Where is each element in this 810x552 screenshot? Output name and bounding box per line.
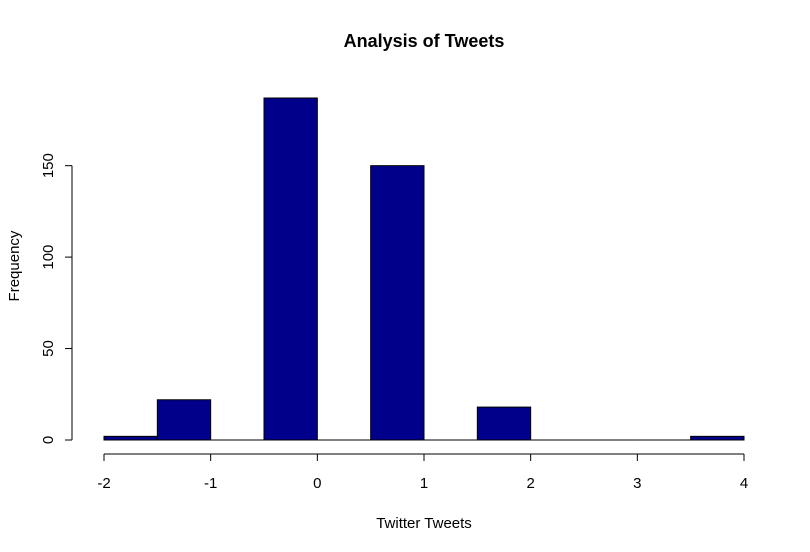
x-axis-label: Twitter Tweets: [376, 515, 472, 532]
x-tick-label: -2: [97, 475, 110, 492]
histogram-bar: [264, 98, 317, 440]
chart-title: Analysis of Tweets: [344, 31, 505, 51]
y-tick-label: 100: [40, 245, 57, 270]
histogram-bar: [371, 166, 424, 440]
x-tick-label: 1: [420, 475, 428, 492]
y-tick-label: 0: [40, 436, 57, 444]
bars-group: [104, 98, 744, 440]
x-tick-label: 4: [740, 475, 748, 492]
histogram-bar: [157, 400, 210, 440]
y-tick-label: 50: [40, 340, 57, 357]
x-tick-label: 3: [633, 475, 641, 492]
histogram-bar: [104, 436, 157, 440]
x-tick-label: -1: [204, 475, 217, 492]
x-tick-label: 0: [313, 475, 321, 492]
histogram-bar: [477, 407, 530, 440]
y-tick-label: 150: [40, 153, 57, 178]
x-tick-label: 2: [526, 475, 534, 492]
y-axis-label: Frequency: [6, 230, 23, 301]
y-axis: 0 50 100 150: [40, 153, 72, 444]
x-axis: -2 -1 0 1 2 3 4: [97, 454, 748, 492]
histogram-bar: [691, 436, 744, 440]
